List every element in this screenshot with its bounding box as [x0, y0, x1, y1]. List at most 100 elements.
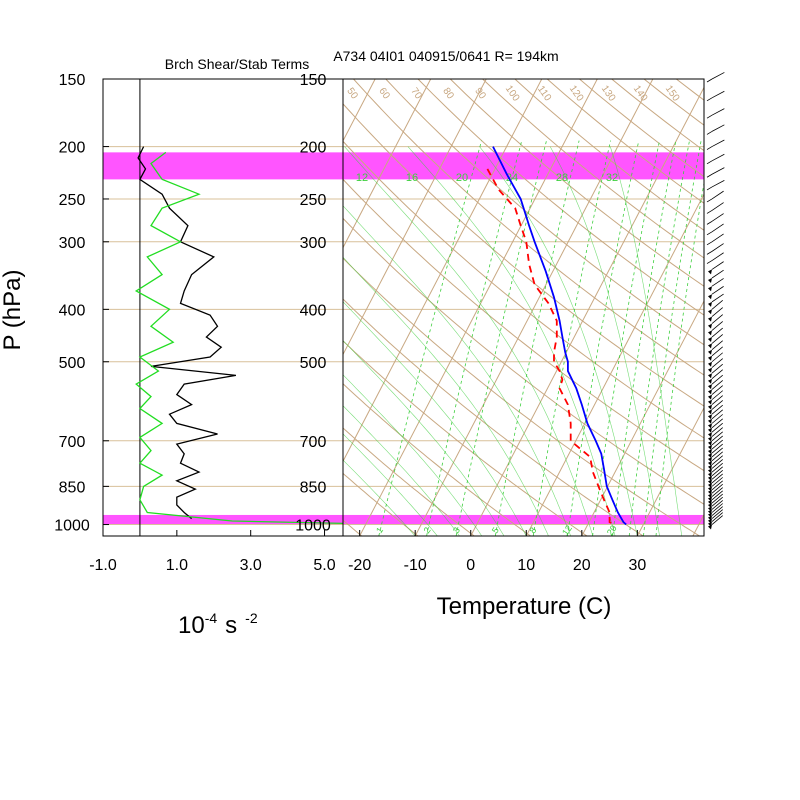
moist-adiabat-34	[549, 146, 660, 536]
left-panel-title: Brch Shear/Stab Terms	[165, 56, 309, 72]
moist-adiabat-2	[343, 374, 483, 536]
wind-barb-feather	[706, 251, 713, 255]
wind-barb	[708, 459, 723, 474]
wind-barb-staff	[711, 190, 724, 200]
wind-barb-staff	[711, 427, 723, 437]
wind-barb-staff	[711, 374, 723, 385]
wind-barb-staff	[711, 480, 723, 491]
wind-barb	[706, 252, 724, 264]
wind-barb-staff	[711, 459, 723, 469]
left-pressure-tick-700: 700	[59, 434, 86, 451]
wind-barb-staff	[711, 72, 725, 80]
skewt-background	[343, 79, 704, 536]
wind-barb-staff	[711, 213, 724, 222]
wind-barb-staff	[711, 300, 723, 310]
wind-barb	[708, 334, 723, 349]
wind-barb-flag	[708, 309, 712, 315]
dry-adiabat-340	[343, 140, 704, 439]
right-pressure-tick-400: 400	[300, 302, 327, 319]
wind-barb-staff	[711, 390, 723, 400]
wind-barb-staff	[711, 418, 723, 429]
wind-barb	[708, 409, 723, 424]
wind-barb-staff	[711, 243, 724, 252]
wind-barb-flag	[708, 330, 712, 336]
wind-barb-flag	[708, 460, 712, 466]
dry-adiabat-260	[343, 472, 419, 536]
wind-barb-staff	[711, 334, 723, 344]
temperature-tick--20: -20	[348, 557, 371, 574]
wind-barb	[708, 455, 723, 470]
wind-barb-flag	[708, 418, 712, 424]
wind-barb-staff	[711, 500, 723, 510]
moist-adiabat-30	[479, 146, 638, 536]
wind-barb-staff	[711, 286, 724, 295]
moist-adiabat-14	[343, 256, 549, 536]
temperature-tick-30: 30	[628, 557, 646, 574]
dry-adiabat-320	[343, 217, 704, 505]
left-pressure-tick-1000: 1000	[54, 518, 90, 535]
wind-barb-staff	[711, 431, 723, 442]
wind-barb-feather	[706, 221, 713, 225]
wind-barb-staff	[711, 385, 723, 395]
wind-barb	[708, 380, 723, 395]
wind-barb-feather	[706, 173, 713, 178]
left-x-axis-label-unit-exponent: -2	[245, 610, 258, 626]
left-x-axis-label-exponent: -4	[205, 610, 218, 626]
dry-adiabat-370	[385, 79, 704, 346]
wind-barb-staff	[711, 503, 723, 513]
right-pressure-tick-500: 500	[300, 355, 327, 372]
wind-barb-staff	[711, 414, 723, 424]
wind-barb-staff	[711, 314, 723, 324]
left-pressure-tick-200: 200	[59, 140, 86, 157]
wind-barb-flag	[708, 355, 712, 361]
wind-barb-flag	[708, 423, 712, 429]
wind-barb-staff	[711, 167, 725, 175]
right-pressure-tick-850: 850	[300, 479, 327, 496]
wind-barb	[706, 124, 725, 135]
wind-barb-staff	[711, 400, 723, 410]
moist-adiabat-26	[407, 146, 616, 536]
temperature-profile-line	[492, 146, 627, 526]
left-pressure-tick-150: 150	[59, 72, 86, 89]
mixing-ratio-label-top-24: 24	[506, 172, 518, 184]
wind-barb	[708, 427, 723, 442]
wind-barb-staff	[711, 462, 723, 473]
wind-barb	[708, 418, 723, 433]
wind-barb-staff	[711, 327, 723, 338]
wind-barb	[706, 233, 724, 246]
wind-barb-feather	[706, 146, 713, 150]
wind-barb-flag	[708, 464, 712, 470]
wind-barb-flag	[708, 343, 712, 349]
wind-barb-flag	[708, 404, 712, 410]
left-pressure-tick-300: 300	[59, 235, 86, 252]
isotherm-0	[470, 86, 704, 536]
wind-barb-staff	[711, 233, 724, 243]
wind-barb	[708, 363, 723, 379]
wind-barb	[708, 261, 724, 275]
wind-barb	[708, 473, 723, 488]
right-pressure-tick-1000: 1000	[295, 518, 331, 535]
moist-adiabat-38	[610, 146, 683, 536]
wind-barb-flag	[708, 399, 712, 405]
wind-barb-staff	[711, 473, 723, 484]
left-x-axis-label-unit: s	[225, 612, 237, 639]
wind-barb-feather	[706, 198, 713, 203]
mixing-ratio-line-5	[494, 140, 580, 536]
wind-barb-flag	[708, 457, 712, 462]
wind-barb-staff	[711, 409, 723, 420]
temperature-tick-20: 20	[573, 557, 591, 574]
wind-barb-flag	[708, 444, 712, 450]
left-pressure-tick-250: 250	[59, 192, 86, 209]
mixing-ratio-label-top-28: 28	[556, 172, 568, 184]
shaded-band-1	[103, 152, 704, 180]
left-x-axis-label: 10-4 s -2	[178, 610, 258, 639]
wind-barb-staff	[711, 108, 725, 116]
wind-barb	[708, 447, 723, 462]
wind-barb-staff	[711, 439, 723, 450]
wind-barb	[708, 293, 724, 307]
wind-barb	[708, 470, 723, 485]
wind-barb-flag	[708, 323, 712, 329]
